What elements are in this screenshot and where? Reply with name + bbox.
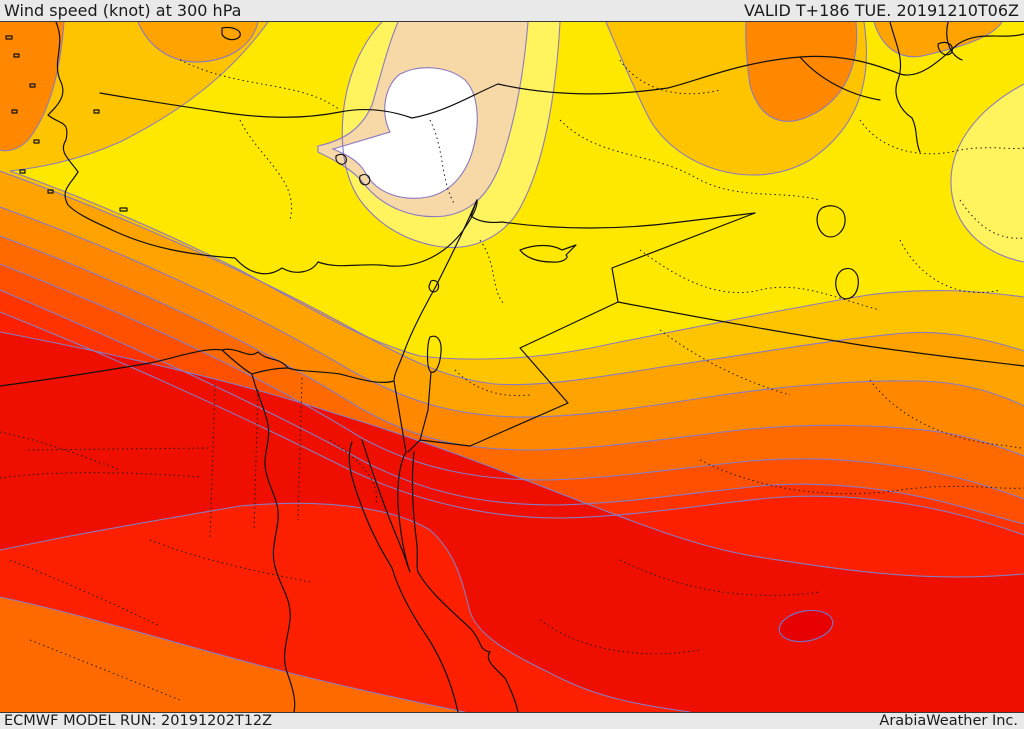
- border-caucasus-2: [946, 22, 963, 61]
- border-saudi-iraq: [617, 301, 1024, 367]
- islands-aegean: [5, 35, 128, 212]
- coastline-gulf-aqaba-east: [411, 451, 419, 573]
- lake-dead-sea: [407, 335, 442, 453]
- lake-van: [816, 205, 846, 238]
- coastline-aegean: [47, 22, 113, 231]
- coastline-border-lines: [0, 22, 1024, 713]
- lake-turkey-2: [359, 173, 371, 186]
- band-sw-corner-orange: [0, 597, 465, 712]
- coastline-gulf-suez-west: [348, 441, 393, 569]
- model-run-label: ECMWF MODEL RUN: 20191202T12Z: [4, 713, 273, 729]
- valid-time-label: VALID T+186 TUE. 20191210T06Z: [743, 1, 1019, 20]
- map-title: Wind speed (knot) at 300 hPa: [4, 1, 242, 20]
- coastline-black-sea: [497, 33, 1024, 95]
- coastline-gulf-aqaba-west: [397, 451, 411, 573]
- coastline-turkey-south: [111, 199, 478, 275]
- island-cyprus: [519, 244, 577, 263]
- band-dark-red-region: [0, 332, 1024, 712]
- border-caucasus-1: [889, 22, 921, 153]
- lake-marmara-sea: [221, 26, 241, 41]
- coastline-marmara: [99, 83, 499, 119]
- coastline-levant-egypt: [0, 199, 478, 387]
- lake-urmia: [835, 267, 859, 300]
- border-georgia: [799, 56, 881, 101]
- band-white-minimum: [333, 67, 478, 199]
- branding-label: ArabiaWeather Inc.: [879, 713, 1018, 729]
- contour-lines: [0, 22, 1024, 713]
- lake-galilee: [428, 279, 440, 293]
- lake-turkey-1: [335, 153, 347, 165]
- coastline-gulf-suez-east: [361, 439, 408, 565]
- border-turkey-syria: [470, 199, 756, 229]
- coastline-red-sea-west: [391, 567, 459, 713]
- band-ne-amber-corner: [874, 22, 1002, 57]
- band-ne-orange-core: [745, 22, 857, 122]
- band-pale-yellow-ne: [950, 84, 1024, 262]
- admin-boundary-lines: [0, 59, 1024, 701]
- band-core-red-ellipse: [778, 609, 834, 643]
- border-israel-egypt: [393, 380, 407, 453]
- border-syria-iraq: [611, 212, 756, 303]
- border-jordan-saudi: [419, 301, 619, 447]
- top-caption-bar: Wind speed (knot) at 300 hPa VALID T+186…: [0, 0, 1024, 22]
- band-marmara-amber-blob: [138, 22, 258, 63]
- river-nile: [221, 349, 296, 713]
- coastline-red-sea-east: [417, 571, 519, 713]
- lake-sevan: [937, 41, 953, 56]
- bottom-caption-bar: ECMWF MODEL RUN: 20191202T12Z ArabiaWeat…: [0, 712, 1024, 729]
